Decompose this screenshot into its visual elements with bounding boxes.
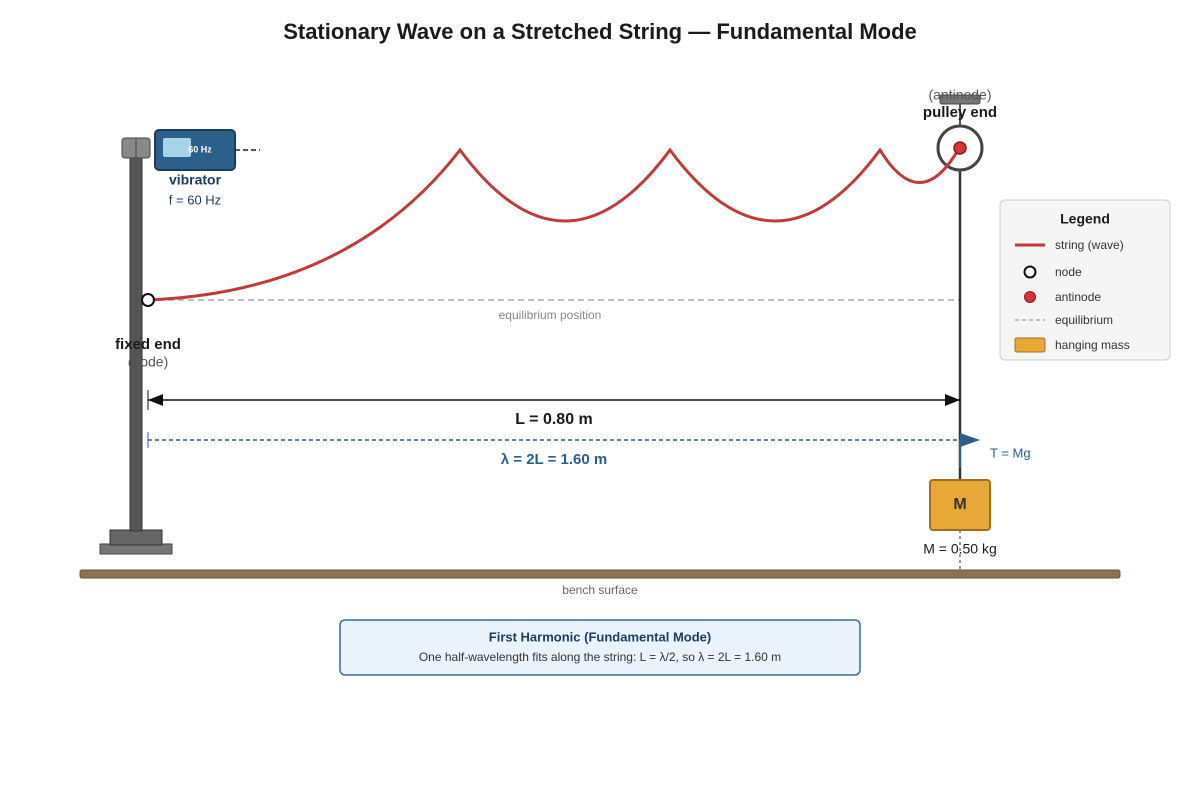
info-box: [339, 619, 861, 676]
info-text: One half-wavelength fits along the strin…: [419, 650, 781, 664]
node: [141, 293, 155, 307]
legend-swatch: [1014, 337, 1046, 353]
fixed-end-label: fixed end: [115, 336, 181, 353]
mass: [929, 479, 991, 531]
tension-arrow: [960, 433, 980, 447]
mass-label: M = 0.50 kg: [923, 541, 997, 557]
legend-swatch: [1023, 265, 1037, 279]
legend-title: Legend: [1060, 211, 1110, 227]
length-label: L = 0.80 m: [515, 411, 593, 428]
mass-symbol: M: [953, 496, 966, 513]
vibrator-label: vibrator: [169, 172, 222, 188]
pulley-note: (antinode): [928, 87, 991, 103]
equilibrium-label: equilibrium position: [499, 308, 602, 322]
legend-item: equilibrium: [1055, 313, 1113, 327]
legend: [999, 199, 1171, 361]
bench: [79, 569, 1121, 579]
legend-swatch: [1024, 291, 1036, 303]
fixed-end-note: (node): [128, 354, 168, 370]
stand-foot: [109, 529, 163, 546]
vibrator-display: 60 Hz: [188, 144, 212, 154]
antinode: [953, 141, 967, 155]
wavelength-label: λ = 2L = 1.60 m: [501, 451, 607, 468]
tension-label: T = Mg: [990, 445, 1031, 460]
legend-item: node: [1055, 265, 1082, 279]
string-wave: [147, 147, 960, 302]
legend-item: string (wave): [1055, 238, 1124, 252]
bench-label: bench surface: [562, 583, 638, 597]
info-title: First Harmonic (Fundamental Mode): [489, 629, 711, 644]
pulley-label: pulley end: [923, 104, 997, 121]
title: Stationary Wave on a Stretched String — …: [283, 19, 917, 44]
legend-item: antinode: [1055, 290, 1101, 304]
legend-item: hanging mass: [1055, 338, 1130, 352]
vibrator-frequency: f = 60 Hz: [169, 192, 221, 207]
vibrator-screen: [163, 138, 191, 157]
